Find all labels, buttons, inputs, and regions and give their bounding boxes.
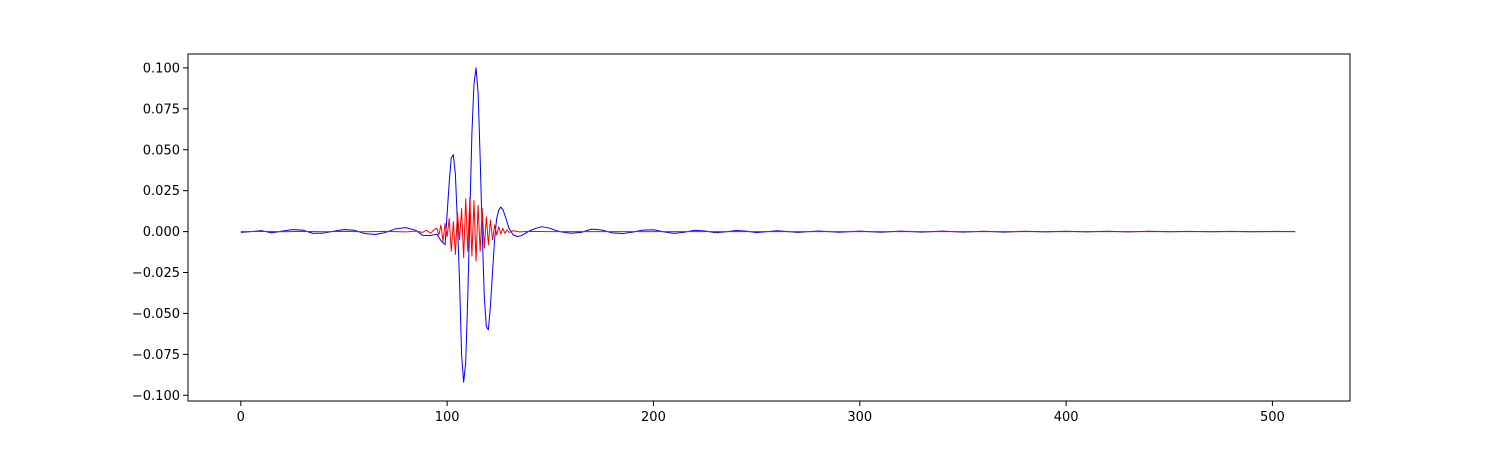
series-layer xyxy=(240,67,1296,383)
y-tick-label: 0.050 xyxy=(143,143,180,158)
y-tick-label: −0.100 xyxy=(132,389,180,404)
y-tick-label: −0.050 xyxy=(132,307,180,322)
y-tick-label: −0.025 xyxy=(132,266,180,281)
series-line-0 xyxy=(240,67,1296,383)
x-tick-label: 500 xyxy=(1260,410,1285,425)
series-line-1 xyxy=(240,196,1296,262)
x-axis: 0 100 200 300 400 500 xyxy=(237,401,1285,425)
x-tick-label: 300 xyxy=(847,410,872,425)
x-tick-label: 200 xyxy=(641,410,666,425)
x-tick-label: 100 xyxy=(435,410,460,425)
y-tick-label: 0.100 xyxy=(143,61,180,76)
plot-frame xyxy=(187,53,1351,402)
y-tick-label: 0.075 xyxy=(143,102,180,117)
y-axis: −0.100 −0.075 −0.050 −0.025 0.000 0.025 0.050 0… xyxy=(132,61,188,404)
y-tick-label: −0.075 xyxy=(132,348,180,363)
x-tick-label: 400 xyxy=(1054,410,1079,425)
y-tick-label: 0.025 xyxy=(143,184,180,199)
y-tick-label: 0.000 xyxy=(143,225,180,240)
x-tick-label: 0 xyxy=(237,410,245,425)
